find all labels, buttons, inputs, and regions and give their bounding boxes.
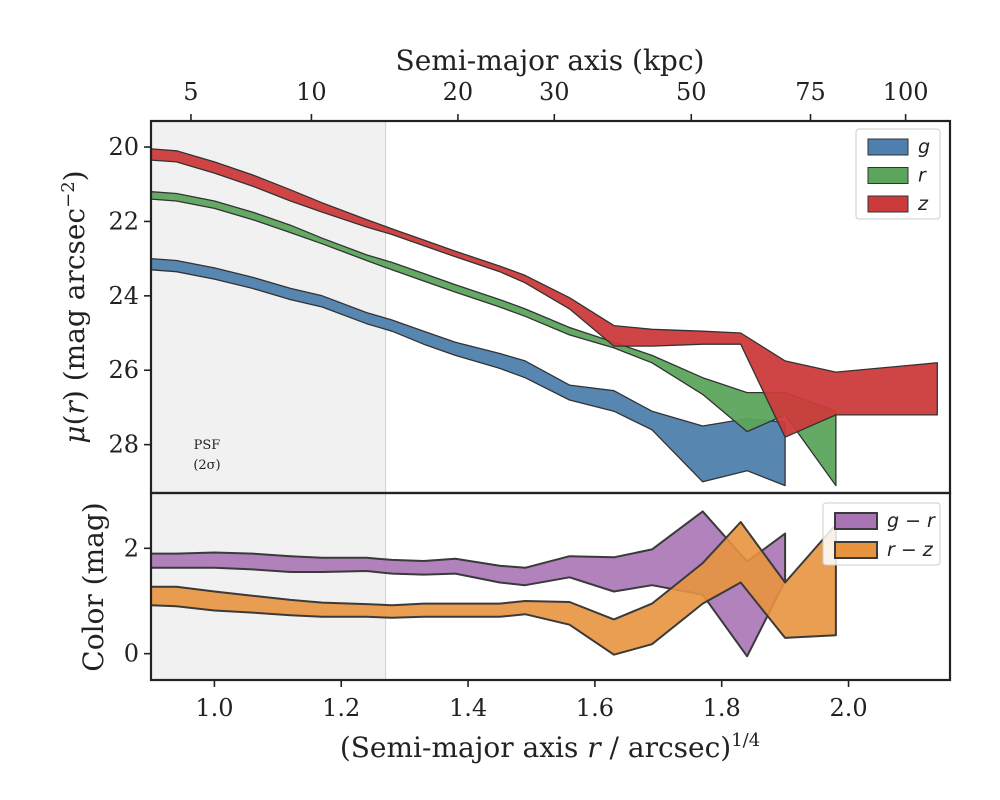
- legend-label-g: g: [918, 136, 930, 158]
- x-tick-label: 1.2: [322, 694, 360, 722]
- kpc-tick-label: 75: [795, 78, 826, 106]
- bottom-x-axis-title: (Semi-major axis r / arcsec)1/4: [340, 730, 760, 764]
- legend-swatch-g: [867, 138, 909, 156]
- kpc-tick-label: 30: [539, 78, 570, 106]
- kpc-tick-label: 100: [883, 78, 929, 106]
- r-band-profile: [151, 191, 837, 487]
- kpc-tick-label: 5: [183, 78, 198, 106]
- kpc-tick-label: 50: [676, 78, 707, 106]
- axis-ticks: 20 22 24 26 28 0 2 1.0 1.2 1.4 1.6 1.8 2.0 5 10 20 30 50 7…: [108, 78, 928, 722]
- legend-swatch-r: [867, 167, 909, 184]
- x-tick-label: 1.6: [576, 694, 614, 722]
- top-x-axis-title: Semi-major axis (kpc): [396, 44, 705, 77]
- legend-label-gr: g − r: [887, 510, 936, 532]
- color-y-tick-label: 2: [124, 534, 139, 562]
- legend-label-rz: r − z: [887, 539, 934, 561]
- psf-label: PSF: [194, 438, 221, 453]
- top-panel-plot-area: [151, 121, 938, 493]
- z-band-profile: [151, 148, 938, 438]
- bottom-panel-plot-area: [151, 493, 837, 680]
- y-tick-label: 20: [108, 133, 139, 161]
- psf-shaded-region-color: [151, 493, 387, 680]
- y-tick-label: 26: [108, 356, 139, 384]
- legend-label-z: z: [917, 193, 929, 215]
- legend-label-r: r: [918, 165, 927, 187]
- psf-sigma-label: (2σ): [193, 458, 220, 473]
- bottom-panel-y-axis-title: Color (mag): [77, 502, 110, 671]
- legend-swatch-gr: [834, 512, 878, 530]
- legend-swatch-z: [867, 195, 909, 213]
- legend-swatch-rz: [834, 541, 878, 559]
- color-y-tick-label: 0: [124, 640, 139, 668]
- top-panel-y-axis-title: μ(r) (mag arcsec−2): [58, 170, 91, 443]
- y-tick-label: 28: [108, 431, 139, 459]
- kpc-tick-label: 20: [443, 78, 474, 106]
- bottom-panel-frame: [149, 491, 952, 682]
- bottom-legend: g − r r − z: [822, 502, 941, 566]
- x-tick-label: 1.8: [703, 694, 741, 722]
- g-band-profile: [151, 257, 786, 487]
- y-tick-label: 24: [108, 282, 139, 310]
- rz-color-band: [151, 521, 837, 656]
- x-tick-label: 2.0: [829, 694, 867, 722]
- x-tick-label: 1.0: [195, 694, 233, 722]
- y-tick-label: 22: [108, 207, 139, 235]
- top-legend: grz: [855, 128, 941, 220]
- kpc-tick-label: 10: [296, 78, 327, 106]
- x-tick-label: 1.4: [449, 694, 487, 722]
